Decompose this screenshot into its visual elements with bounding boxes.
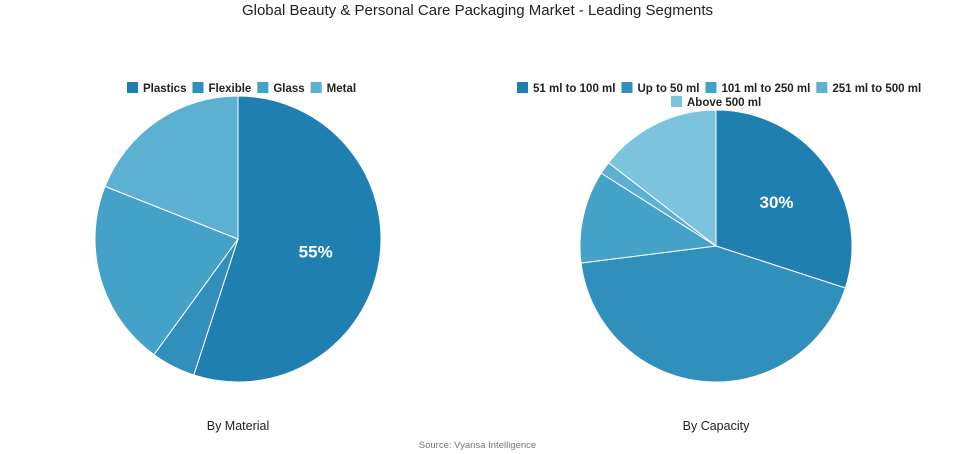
pie-chart-by-material: 55% Plastics Flexible Glass Metal By Material bbox=[94, 82, 382, 433]
legend-swatch bbox=[705, 82, 717, 93]
pie-slice-101-ml-to-250-ml bbox=[579, 172, 718, 264]
legend-label: 251 ml to 500 ml bbox=[832, 83, 921, 95]
legend-item-metal: Metal bbox=[310, 82, 356, 95]
legend-item-251-ml-to-500-ml: 251 ml to 500 ml bbox=[816, 82, 921, 95]
legend-item-plastics: Plastics bbox=[127, 82, 186, 95]
legend-item-glass: Glass bbox=[257, 82, 305, 95]
legend-label: Above 500 ml bbox=[687, 97, 761, 109]
legend-swatch bbox=[192, 82, 204, 93]
pie-slice-glass bbox=[94, 185, 239, 356]
legend-item-up-to-50-ml: Up to 50 ml bbox=[621, 82, 699, 95]
data-label-51-ml-to-100-ml: 30% bbox=[759, 193, 793, 212]
legend-label: 51 ml to 100 ml bbox=[533, 83, 615, 95]
legend-label: Glass bbox=[273, 83, 304, 95]
legend-label: Flexible bbox=[208, 83, 251, 95]
pie-slice-above-500-ml bbox=[607, 109, 717, 248]
pie-slice-up-to-50-ml bbox=[580, 245, 846, 383]
legend-swatch bbox=[816, 82, 828, 93]
legend-swatch bbox=[621, 82, 633, 93]
legend-label: 101 ml to 250 ml bbox=[721, 83, 810, 95]
legend-label: Metal bbox=[327, 83, 356, 95]
legend-swatch bbox=[257, 82, 269, 93]
chart-subtitle: By Capacity bbox=[683, 419, 750, 433]
pie-slice-51-ml-to-100-ml bbox=[715, 109, 853, 289]
legend-item-51-ml-to-100-ml: 51 ml to 100 ml bbox=[517, 82, 615, 95]
legend-label: Up to 50 ml bbox=[637, 83, 699, 95]
legend-label: Plastics bbox=[143, 83, 186, 95]
chart-title: Global Beauty & Personal Care Packaging … bbox=[241, 2, 714, 19]
legend-swatch bbox=[517, 82, 528, 93]
legend-swatch bbox=[671, 96, 682, 107]
source-note: Source: Vyansa Intelligence bbox=[418, 440, 537, 451]
legend-item-101-ml-to-250-ml: 101 ml to 250 ml bbox=[705, 82, 810, 95]
pie-slice-plastics bbox=[193, 95, 382, 383]
chart-subtitle: By Material bbox=[207, 419, 270, 433]
data-label-plastics: 55% bbox=[299, 242, 333, 261]
legend-swatch bbox=[310, 82, 322, 93]
legend-swatch bbox=[127, 82, 138, 93]
pie-slice-metal bbox=[104, 95, 239, 240]
legend-item-above-500-ml: Above 500 ml bbox=[671, 96, 761, 109]
pie-chart-by-capacity: 30% 51 ml to 100 ml Up to 50 ml 101 ml to 2… bbox=[517, 82, 921, 433]
legend-item-flexible: Flexible bbox=[192, 82, 251, 95]
